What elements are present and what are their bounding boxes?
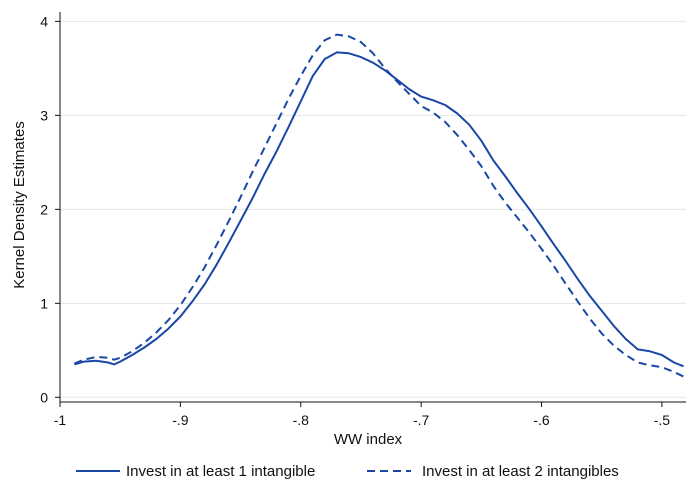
series-line-1 bbox=[74, 33, 685, 378]
axis-layer: 0 1 2 3 4 -1 -.9 -.8 -.7 -.6 -.5 bbox=[40, 12, 686, 428]
legend-label-1: Invest in at least 2 intangibles bbox=[422, 463, 619, 480]
x-axis-title: WW index bbox=[334, 431, 403, 448]
y-tick-label-4: 4 bbox=[40, 13, 48, 29]
x-tick-label-5: -.5 bbox=[654, 412, 671, 428]
x-tick-label-4: -.6 bbox=[533, 412, 550, 428]
x-tick-label-1: -.9 bbox=[172, 412, 189, 428]
series-line-0 bbox=[74, 51, 684, 368]
y-tick-label-1: 1 bbox=[40, 295, 48, 311]
legend-label-0: Invest in at least 1 intangible bbox=[126, 463, 315, 480]
grid-layer bbox=[60, 20, 686, 398]
x-tick-label-0: -1 bbox=[54, 412, 67, 428]
x-tick-label-2: -.8 bbox=[293, 412, 310, 428]
y-tick-label-0: 0 bbox=[40, 389, 48, 405]
y-tick-label-3: 3 bbox=[40, 107, 48, 123]
series-layer bbox=[74, 33, 685, 378]
y-tick-label-2: 2 bbox=[40, 201, 48, 217]
x-tick-label-3: -.7 bbox=[413, 412, 430, 428]
y-axis-title: Kernel Density Estimates bbox=[11, 121, 28, 289]
legend: Invest in at least 1 intangible Invest in… bbox=[76, 463, 619, 480]
